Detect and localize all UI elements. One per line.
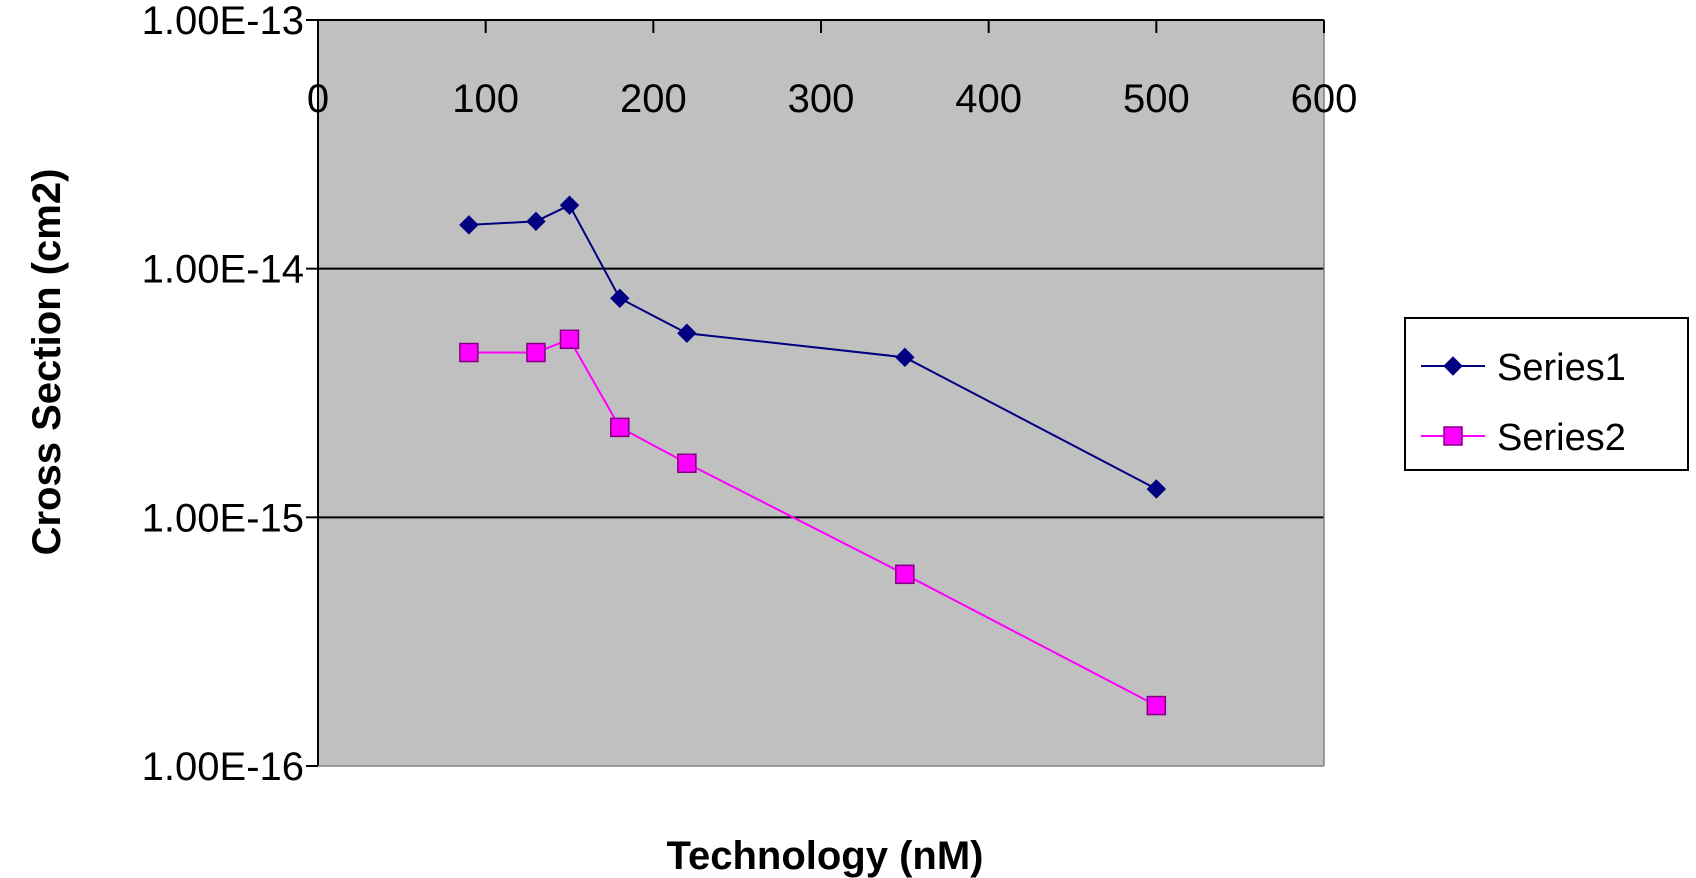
series-1-point-6 <box>1146 479 1167 499</box>
series-2-point-6 <box>1146 695 1167 716</box>
series-2-point-3 <box>610 417 630 438</box>
x-tick-label-6: 600 <box>1291 77 1358 121</box>
series-2-point-5 <box>895 564 915 585</box>
x-tick-label-3: 300 <box>788 77 855 121</box>
y-tick-label-1: 1.00E-14 <box>142 248 304 292</box>
legend-label-1: Series1 <box>1497 347 1626 389</box>
y-tick-label-2: 1.00E-15 <box>142 496 304 540</box>
series-1 <box>459 195 1167 499</box>
y-axis-ticks: 1.00E-13 1.00E-14 1.00E-15 1.00E-16 <box>142 0 318 789</box>
series-1-point-3 <box>610 288 630 309</box>
x-tick-label-4: 400 <box>955 77 1022 121</box>
series-1-point-4 <box>677 323 697 343</box>
x-tick-label-2: 200 <box>620 77 687 121</box>
x-axis-title: Technology (nM) <box>667 834 984 878</box>
series-2-point-0 <box>459 342 479 363</box>
series-1-point-1 <box>526 211 546 232</box>
y-tick-label-0: 1.00E-13 <box>142 0 304 43</box>
legend: Series1 Series2 <box>1404 317 1689 471</box>
legend-marker-1 <box>1443 356 1463 376</box>
series-layer <box>459 195 1167 716</box>
y-axis-title: Cross Section (cm2) <box>25 169 69 556</box>
series-1-point-0 <box>459 215 479 235</box>
series-2 <box>459 329 1167 716</box>
series-2-point-4 <box>677 453 697 474</box>
plot-background <box>318 20 1324 766</box>
series-2-point-2 <box>559 329 580 350</box>
series-2-point-1 <box>526 342 546 363</box>
x-tick-label-1: 100 <box>452 77 519 121</box>
legend-label-2: Series2 <box>1497 417 1626 459</box>
series-1-point-5 <box>895 347 915 368</box>
gridlines <box>318 267 1324 519</box>
y-tick-label-3: 1.00E-16 <box>142 745 304 789</box>
legend-marker-2 <box>1443 426 1463 446</box>
series-1-point-2 <box>559 195 580 215</box>
plot-area <box>318 20 1324 766</box>
x-axis-ticks: 0 100 200 300 400 500 600 <box>307 20 1358 121</box>
x-tick-label-5: 500 <box>1123 77 1190 121</box>
x-tick-label-0: 0 <box>307 77 329 121</box>
